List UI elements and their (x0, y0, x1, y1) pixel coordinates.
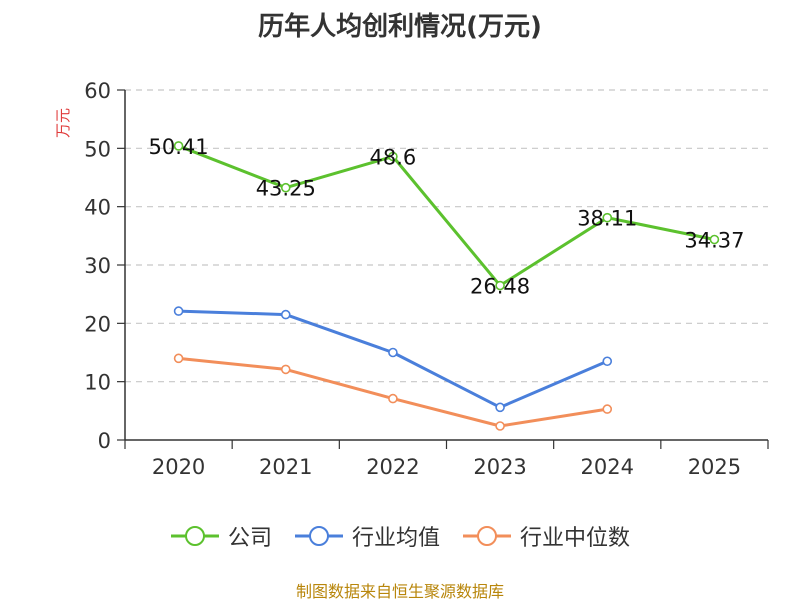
legend-label: 行业均值 (351, 526, 440, 551)
legend-marker-icon (170, 526, 219, 546)
y-tick-label: 30 (84, 254, 111, 278)
x-tick-label: 2020 (152, 455, 205, 479)
y-tick-label: 0 (98, 429, 111, 453)
data-label: 43.25 (256, 177, 316, 201)
legend-item[interactable]: 行业均值 (294, 520, 440, 552)
x-tick-label: 2023 (473, 455, 526, 479)
legend-label: 公司 (227, 526, 272, 551)
series-line-行业中位数 (178, 356, 608, 428)
y-tick-label: 50 (84, 137, 111, 161)
data-point (709, 234, 720, 245)
data-label: 50.41 (149, 135, 209, 159)
grid-lines (125, 89, 768, 383)
data-point (495, 280, 505, 291)
y-axis-label: 万元 (54, 108, 72, 138)
y-tick-label: 10 (84, 371, 111, 395)
data-point (388, 393, 398, 404)
data-label: 34.37 (684, 229, 744, 253)
data-label: 38.11 (577, 207, 637, 231)
data-point (173, 141, 184, 151)
legend: 公司 行业均值 行业中位数 (0, 520, 800, 552)
y-tick-label: 40 (84, 196, 111, 220)
legend-item[interactable]: 公司 (170, 520, 272, 552)
data-label: 26.48 (470, 275, 530, 299)
chart-title: 历年人均创利情况(万元) (258, 12, 542, 42)
data-point (388, 347, 398, 358)
data-point (602, 356, 613, 367)
y-tick-label: 60 (84, 79, 111, 103)
data-point (280, 182, 291, 193)
x-tick-label: 2025 (688, 455, 741, 479)
x-tick-label: 2021 (259, 455, 312, 479)
data-point (280, 364, 291, 375)
legend-item[interactable]: 行业中位数 (462, 520, 630, 552)
x-tick-label: 2024 (581, 455, 634, 479)
data-point (280, 309, 291, 320)
legend-label: 行业中位数 (520, 526, 631, 551)
x-tick-label: 2022 (366, 455, 419, 479)
series-lines (173, 141, 720, 431)
data-point (602, 404, 613, 414)
legend-marker-icon (294, 526, 343, 546)
data-point (495, 402, 505, 413)
data-point (602, 212, 613, 223)
legend-marker-icon (463, 526, 511, 546)
axes: 0 10 20 30 40 50 60 2020 2021 2022 2023 2024 2025 (84, 79, 769, 479)
data-point (173, 306, 184, 316)
y-tick-label: 20 (84, 312, 111, 336)
data-labels: 50.41 43.25 48.6 26.48 38.11 34.37 (149, 135, 745, 299)
data-point (495, 421, 505, 431)
series-line-公司 (178, 144, 715, 288)
data-point (388, 151, 398, 162)
data-label: 48.6 (370, 146, 417, 170)
series-line-行业均值 (178, 309, 608, 409)
source-note: 制图数据来自恒生聚源数据库 (295, 582, 504, 601)
data-point (173, 353, 184, 364)
